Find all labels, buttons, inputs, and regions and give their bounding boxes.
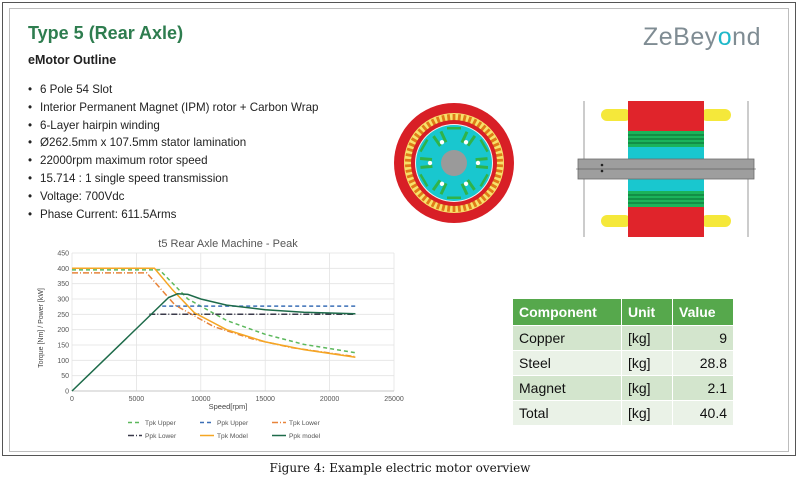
figure-caption: Figure 4: Example electric motor overvie… — [269, 461, 531, 475]
chart-svg: t5 Rear Axle Machine - Peak 0 50 100 150 200… — [38, 238, 404, 440]
spec-item: • 15.714 : 1 single speed transmission — [28, 171, 229, 185]
series-line-tpk-model — [72, 267, 356, 359]
series-line-ppk-model — [71, 293, 356, 392]
slide-title: Type 5 (Rear Axle) — [28, 23, 184, 43]
legend-label: Tpk Upper — [145, 420, 177, 427]
legend-label: Ppk Upper — [217, 420, 249, 427]
col-header-component: Component — [512, 298, 622, 326]
y-axis-label: Torque [Nm] / Power [kW] — [38, 288, 45, 368]
cell-unit: [kg] — [621, 350, 673, 376]
spec-item: • 6 Pole 54 Slot — [28, 83, 113, 96]
cell-value: 28.8 — [672, 350, 734, 376]
figure-frame: Type 5 (Rear Axle) eMotor Outline ZeBeyo… — [2, 2, 796, 456]
cell-unit: [kg] — [621, 325, 673, 351]
x-tick-label: 20000 — [320, 396, 340, 403]
motor-axial-section-illustration — [576, 101, 756, 237]
cell-component: Total — [512, 400, 622, 426]
x-tick-label: 25000 — [384, 396, 404, 403]
table-row: Steel [kg] 28.8 — [512, 350, 734, 376]
y-tick-label: 100 — [57, 358, 69, 365]
spec-item: • 6-Layer hairpin winding — [28, 118, 160, 132]
y-tick-label: 450 — [57, 251, 69, 258]
cell-unit: [kg] — [621, 400, 673, 426]
zebeyond-logo: ZeBeyond — [643, 23, 761, 52]
x-tick-label: 0 — [70, 396, 74, 403]
chart-series — [71, 267, 356, 392]
chart-legend: Tpk Upper Ppk Upper Tpk Lower Ppk Lower Tpk … — [128, 420, 321, 440]
series-line-tpk-lower — [72, 272, 356, 358]
logo-o: o — [717, 23, 733, 51]
y-tick-label: 0 — [65, 389, 69, 396]
series-line-tpk-upper — [72, 269, 356, 354]
spec-item: • Voltage: 700Vdc — [28, 189, 125, 203]
legend-label: Ppk Lower — [145, 433, 177, 440]
legend-label: Ppk model — [289, 433, 321, 440]
component-table-wrap: Component Unit Value Copper [kg] 9 Steel… — [512, 298, 734, 426]
cell-value: 9 — [672, 325, 734, 351]
spec-item: • Interior Permanent Magnet (IPM) rotor +… — [28, 100, 319, 114]
col-header-value: Value — [672, 298, 734, 326]
motor-cross-section-illustration — [394, 103, 514, 223]
x-tick-label: 10000 — [191, 396, 211, 403]
spec-item: • Ø262.5mm x 107.5mm stator lamination — [28, 136, 247, 150]
x-tick-label: 15000 — [255, 396, 275, 403]
y-tick-label: 150 — [57, 343, 69, 350]
table-row: Total [kg] 40.4 — [512, 400, 734, 426]
torque-power-chart: t5 Rear Axle Machine - Peak 0 50 100 150 200… — [32, 233, 410, 449]
spec-list: • 6 Pole 54 Slot • Interior Permanent Magn… — [28, 81, 318, 223]
cell-value: 40.4 — [672, 400, 734, 426]
slide-subtitle: eMotor Outline — [28, 53, 117, 67]
table-row: Copper [kg] 9 — [512, 325, 734, 351]
y-tick-label: 250 — [57, 312, 69, 319]
x-axis-label: Speed[rpm] — [209, 402, 248, 411]
y-tick-label: 300 — [57, 297, 69, 304]
col-header-unit: Unit — [621, 298, 673, 326]
legend-label: Tpk Model — [217, 433, 248, 440]
chart-title: t5 Rear Axle Machine - Peak — [158, 238, 298, 250]
chart-grid — [71, 252, 395, 392]
y-tick-label: 200 — [57, 327, 69, 334]
logo-suffix: nd — [732, 23, 761, 51]
y-tick-label: 350 — [57, 281, 69, 288]
cell-component: Magnet — [512, 375, 622, 401]
spec-item: • 22000rpm maximum rotor speed — [28, 154, 208, 168]
y-tick-label: 400 — [57, 266, 69, 273]
cell-unit: [kg] — [621, 375, 673, 401]
slide: Type 5 (Rear Axle) eMotor Outline ZeBeyo… — [9, 8, 789, 452]
cell-value: 2.1 — [672, 375, 734, 401]
spec-item: • Phase Current: 611.5Arms — [28, 207, 177, 221]
cell-component: Copper — [512, 325, 622, 351]
y-tick-label: 50 — [61, 373, 69, 380]
x-tick-label: 5000 — [129, 396, 145, 403]
table-row: Magnet [kg] 2.1 — [512, 375, 734, 401]
logo-prefix: ZeBey — [643, 23, 718, 51]
chart-ticks: 0 50 100 150 200 250 300 350 400 450 0 5000 10000 150… — [57, 251, 404, 404]
legend-label: Tpk Lower — [289, 420, 321, 427]
component-table: Component Unit Value Copper [kg] 9 Steel… — [512, 298, 734, 426]
cell-component: Steel — [512, 350, 622, 376]
